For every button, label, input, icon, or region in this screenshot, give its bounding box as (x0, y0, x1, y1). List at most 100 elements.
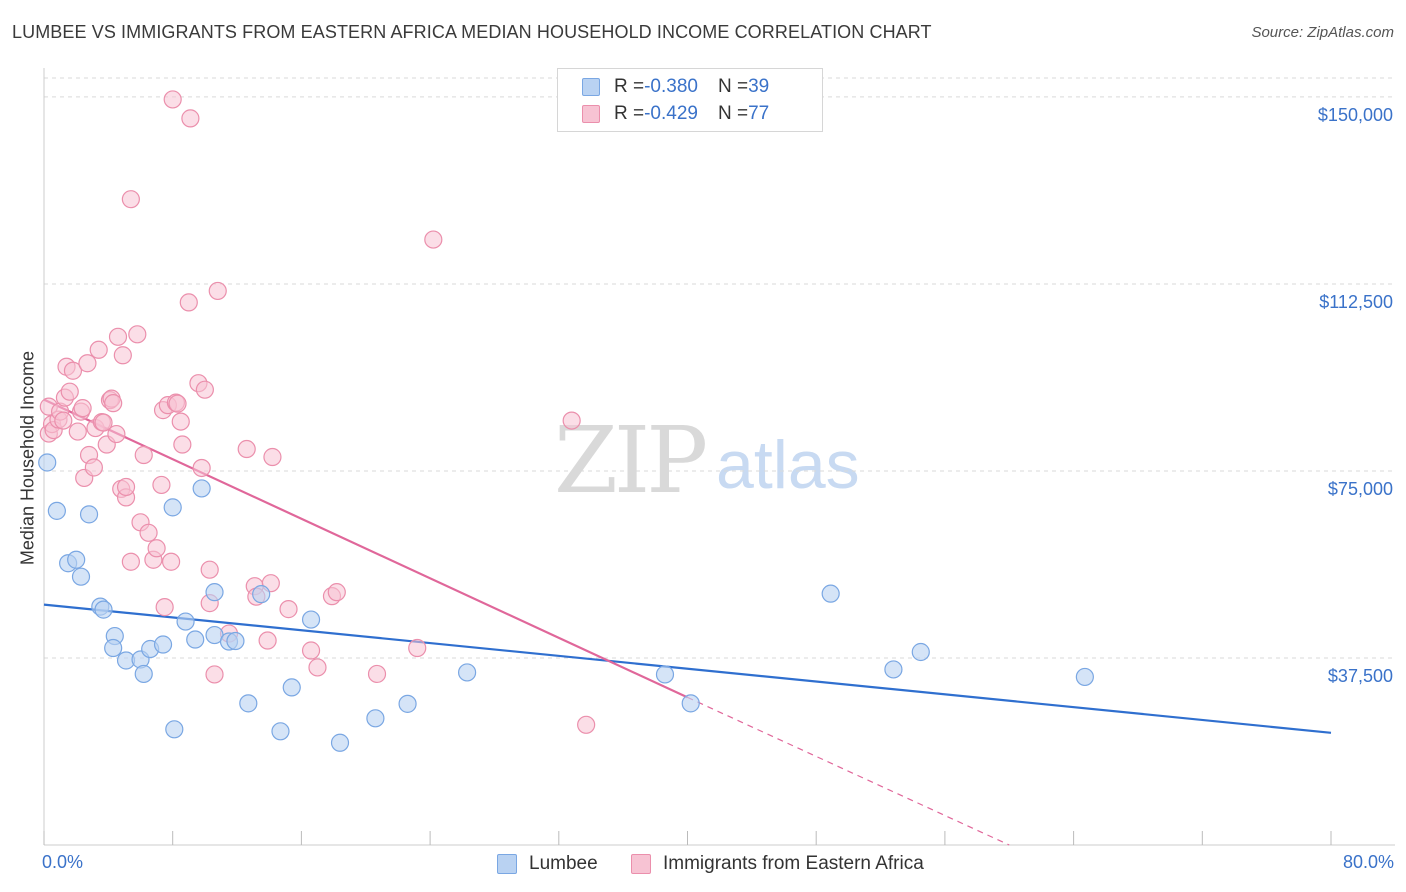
legend-row-lumbee: R = -0.380 N = 39 (582, 74, 769, 100)
lumbee-point (271, 722, 290, 741)
bottom-legend-immigrants-label: Immigrants from Eastern Africa (663, 853, 924, 874)
source-label: Source: ZipAtlas.com (1251, 24, 1394, 41)
legend-swatch-pink (582, 105, 600, 123)
bottom-legend-lumbee-label: Lumbee (529, 853, 598, 874)
immigrants-point (161, 552, 181, 571)
immigrants-point (121, 552, 140, 571)
immigrants-point (78, 354, 97, 373)
legend-n-value: 39 (748, 76, 770, 97)
chart-title: LUMBEE VS IMMIGRANTS FROM EASTERN AFRICA… (12, 22, 932, 42)
y-axis-label: Median Household Income (17, 350, 38, 566)
lumbee-point (153, 635, 173, 654)
immigrants-point (408, 638, 427, 658)
immigrants-point (94, 413, 113, 432)
immigrants-point (68, 422, 87, 441)
x-tick-label-max: 80.0% (1342, 852, 1394, 872)
lumbee-point (884, 660, 903, 679)
lumbee-point (252, 585, 271, 604)
lumbee-point (911, 642, 930, 662)
immigrants-point (84, 458, 103, 477)
lumbee-point (71, 567, 91, 586)
lumbee-trend-line (43, 603, 1332, 734)
lumbee-point (79, 505, 99, 524)
immigrants-point (195, 380, 214, 399)
x-tick-label-min: 0.0% (42, 852, 84, 872)
stats-legend: R = -0.380 N = 39 R = -0.429 N = 77 (557, 68, 823, 132)
immigrants-point (181, 109, 200, 128)
immigrants-point (237, 439, 256, 459)
y-tick-label: $37,500 (1328, 666, 1393, 686)
immigrants-point (155, 598, 174, 617)
bottom-legend-immigrants: Immigrants from Eastern Africa (631, 851, 924, 877)
lumbee-point (681, 694, 700, 713)
lumbee-point (366, 709, 385, 728)
immigrants-point (367, 664, 387, 684)
immigrants-point (89, 340, 108, 359)
watermark-atlas: atlas (716, 427, 860, 503)
y-tick-label: $75,000 (1328, 479, 1393, 499)
lumbee-point (239, 694, 258, 713)
lumbee-point (163, 498, 182, 517)
lumbee-point (226, 631, 245, 651)
watermark-zip: ZIP (554, 407, 705, 514)
lumbee-point (1075, 667, 1094, 687)
lumbee-point (134, 664, 153, 684)
lumbee-point (94, 600, 113, 619)
y-tick-label: $150,000 (1318, 105, 1393, 125)
lumbee-point (398, 694, 417, 713)
lumbee-point (655, 665, 675, 684)
immigrants-point (208, 281, 227, 301)
immigrants-point (205, 665, 224, 684)
immigrants-point (263, 447, 282, 467)
immigrants-point (200, 560, 219, 579)
immigrants-point (308, 658, 327, 677)
immigrants-point (116, 477, 136, 497)
lumbee-point (38, 453, 57, 472)
immigrants-point (128, 325, 147, 344)
lumbee-point (330, 733, 350, 752)
legend-n-label: N = (717, 103, 749, 124)
lumbee-point (186, 630, 205, 649)
immigrants-point (258, 631, 277, 650)
legend-swatch-blue (582, 78, 600, 96)
lumbee-point (165, 720, 184, 739)
legend-r-label: R = (614, 103, 645, 124)
immigrants-point (577, 715, 596, 734)
immigrants-point (168, 394, 187, 413)
immigrants-trend-extension (687, 696, 1010, 846)
legend-r-value: -0.380 (644, 76, 698, 97)
immigrants-point (134, 445, 153, 465)
immigrants-point (424, 230, 443, 249)
lumbee-point (282, 678, 301, 697)
immigrants-point (63, 361, 83, 380)
immigrants-point (121, 190, 140, 209)
legend-n-label: N = (717, 76, 749, 97)
lumbee-point (205, 583, 224, 602)
immigrants-point (152, 475, 171, 495)
legend-row-immigrants: R = -0.429 N = 77 (582, 101, 769, 127)
lumbee-point (47, 501, 66, 520)
lumbee-point (192, 479, 211, 498)
immigrants-point (171, 412, 190, 431)
legend-r-value: -0.429 (644, 103, 698, 124)
lumbee-point (821, 584, 840, 603)
immigrants-point (54, 411, 73, 430)
immigrants-point (60, 382, 79, 401)
immigrants-point (327, 583, 346, 602)
lumbee-point (176, 612, 195, 631)
immigrants-point (301, 641, 321, 660)
immigrants-point (107, 424, 126, 444)
lumbee-point (301, 610, 321, 629)
immigrants-point (279, 600, 298, 619)
immigrants-trend-line (43, 398, 688, 699)
immigrants-point (147, 539, 166, 558)
immigrants-point (108, 327, 128, 346)
y-tick-label: $112,500 (1319, 292, 1393, 312)
immigrants-point (192, 458, 211, 478)
immigrants-point (104, 394, 123, 413)
immigrants-point (562, 411, 581, 430)
lumbee-point (67, 550, 86, 569)
bottom-legend-lumbee: Lumbee (497, 851, 598, 877)
lumbee-point (104, 638, 123, 658)
